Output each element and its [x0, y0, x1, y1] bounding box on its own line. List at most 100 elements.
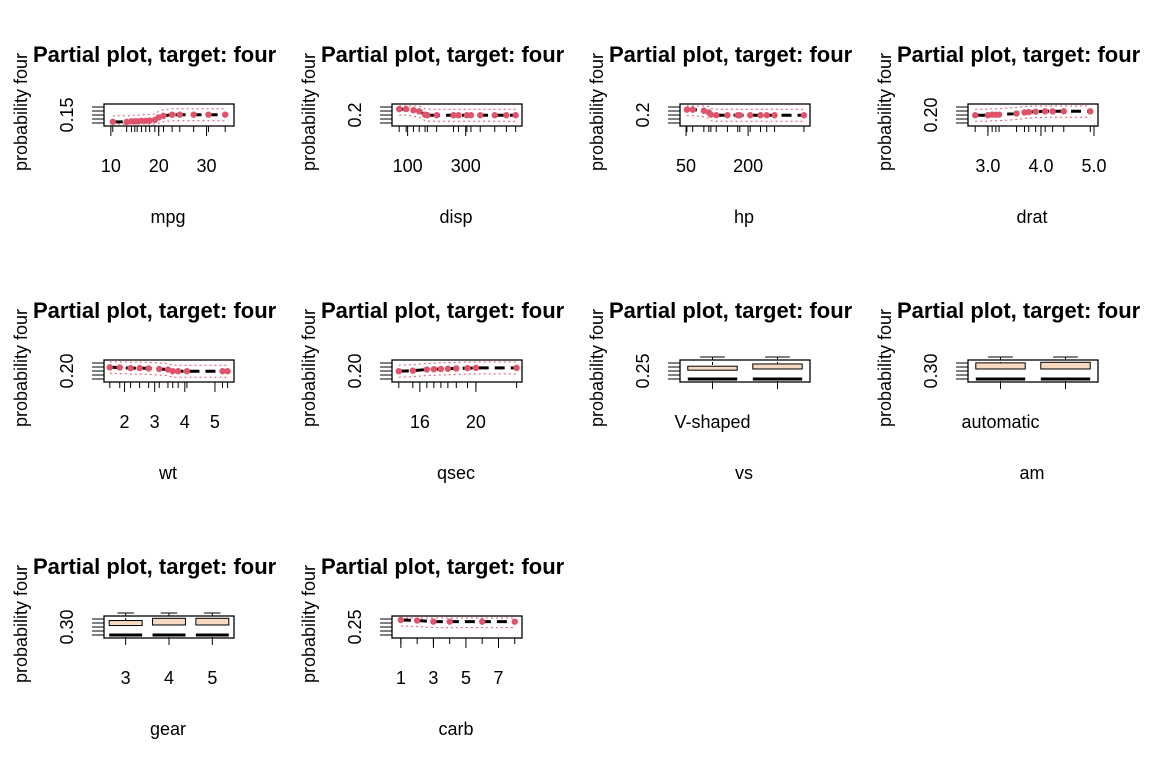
y-tick-label: 0.20: [921, 97, 941, 132]
band-upper: [109, 361, 228, 366]
data-point: [168, 111, 176, 118]
box-body: [108, 620, 143, 627]
y-tick-label: 0.20: [57, 353, 77, 388]
panel-title: Partial plot, target: four: [321, 298, 565, 323]
data-point: [472, 364, 480, 372]
data-point: [127, 364, 134, 372]
x-tick-label: 300: [451, 156, 481, 176]
y-axis-label: probability four: [299, 53, 319, 171]
data-point: [464, 364, 471, 372]
data-point: [1025, 108, 1032, 116]
data-point: [746, 112, 754, 119]
data-point: [433, 112, 440, 119]
data-point: [503, 112, 510, 119]
data-point: [395, 368, 403, 375]
data-point: [771, 112, 778, 119]
box-body: [195, 617, 230, 626]
x-tick-label: 30: [197, 156, 217, 176]
x-tick-label: 3.0: [975, 156, 1000, 176]
x-tick-label: V-shaped: [674, 412, 750, 432]
x-tick-label: 20: [149, 156, 169, 176]
data-point: [1042, 108, 1049, 115]
y-axis-label: probability four: [875, 309, 895, 427]
data-point: [395, 105, 403, 113]
data-point: [995, 111, 1003, 118]
band-upper: [112, 108, 226, 117]
data-point: [423, 366, 431, 373]
x-tick-label: 50: [676, 156, 696, 176]
y-axis-label: probability four: [299, 565, 319, 683]
x-tick-label: 7: [493, 668, 503, 688]
y-tick-label: 0.20: [345, 353, 365, 388]
data-point: [1060, 108, 1067, 115]
x-tick-label: 2: [120, 412, 130, 432]
x-tick-label: 3: [428, 668, 438, 688]
data-point: [724, 112, 731, 119]
series-line: [398, 366, 517, 373]
data-point: [116, 364, 123, 371]
data-point: [397, 616, 405, 624]
data-point: [402, 105, 410, 113]
x-axis-label: wt: [158, 463, 177, 483]
data-point: [156, 365, 163, 373]
data-point: [491, 112, 498, 119]
x-axis-label: hp: [734, 207, 754, 227]
box-body: [1040, 361, 1091, 370]
x-tick-label: 3: [121, 668, 131, 688]
band-lower: [398, 373, 517, 378]
data-point: [169, 368, 176, 375]
x-tick-label: 100: [393, 156, 423, 176]
series-line: [400, 618, 515, 624]
x-axis-label: mpg: [150, 207, 185, 227]
panel-title: Partial plot, target: four: [321, 42, 565, 67]
data-point: [190, 111, 197, 118]
x-axis-label: carb: [438, 719, 473, 739]
x-tick-label: automatic: [961, 412, 1039, 432]
x-axis-label: vs: [735, 463, 753, 483]
panel-title: Partial plot, target: four: [609, 42, 853, 67]
data-point: [446, 618, 453, 625]
data-point: [164, 366, 172, 373]
box-body: [752, 363, 803, 370]
x-axis-label: qsec: [437, 463, 475, 483]
x-axis-label: disp: [439, 207, 472, 227]
data-point: [1013, 110, 1020, 117]
data-point: [224, 368, 231, 375]
y-axis-label: probability four: [11, 309, 31, 427]
band-lower: [975, 116, 1091, 122]
data-point: [1049, 108, 1056, 115]
y-axis-label: probability four: [587, 309, 607, 427]
data-point: [430, 618, 437, 625]
x-tick-label: 20: [466, 412, 486, 432]
panel-title: Partial plot, target: four: [33, 42, 277, 67]
data-point: [479, 618, 486, 625]
data-point: [109, 118, 116, 126]
x-tick-label: 5: [207, 668, 217, 688]
data-point: [430, 366, 438, 373]
panel-title: Partial plot, target: four: [609, 298, 853, 323]
x-axis-label: gear: [150, 719, 186, 739]
y-tick-label: 0.2: [633, 102, 653, 127]
data-point: [437, 365, 445, 373]
data-point: [736, 112, 744, 119]
data-point: [689, 106, 696, 113]
data-point: [512, 112, 519, 119]
data-point: [707, 111, 715, 118]
y-tick-label: 0.25: [633, 353, 653, 388]
band-lower: [109, 372, 228, 378]
panel-title: Partial plot, target: four: [33, 554, 277, 579]
data-point: [123, 118, 130, 126]
y-axis-label: probability four: [299, 309, 319, 427]
x-tick-label: 4: [164, 668, 174, 688]
box-body: [152, 617, 186, 626]
data-point: [1032, 108, 1039, 115]
data-point: [160, 112, 167, 119]
plot-frame: [391, 615, 523, 639]
data-point: [145, 365, 152, 372]
